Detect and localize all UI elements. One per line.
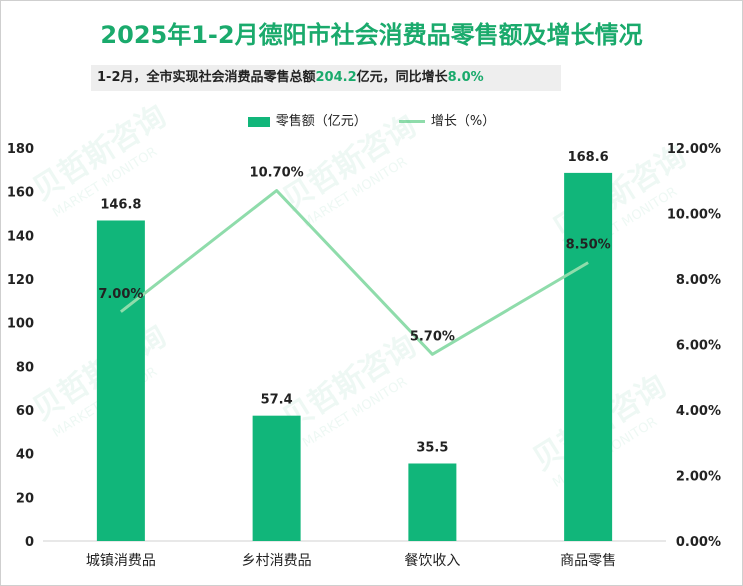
x-category-label: 乡村消费品 [242,553,312,569]
legend-line-swatch [398,120,425,123]
y-left-tick-label: 160 [7,186,34,201]
y-right-tick-label: 8.00% [676,273,721,288]
subtitle-prefix: 1-2月，全市实现社会消费品零售总额 [97,70,316,85]
y-left-tick-label: 20 [16,491,34,506]
y-right-tick-label: 12.00% [667,142,721,157]
bar [564,172,613,541]
x-category-label: 餐饮收入 [404,553,460,569]
growth-line [119,189,589,356]
bar-value-label: 35.5 [416,440,448,455]
legend-bar-swatch [247,116,270,127]
y-right-tick-label: 2.00% [676,470,721,485]
line-series [119,189,589,356]
y-left-tick-label: 80 [16,360,34,375]
legend-line-label: 增长（%） [430,114,496,129]
legend-bar-label: 零售额（亿元） [275,114,367,129]
subtitle-amount: 204.2 [315,70,357,85]
legend-item-bar: 零售额（亿元） [247,110,367,129]
y-right-tick-label: 10.00% [667,208,721,223]
bar [96,220,145,541]
y-left-tick-label: 180 [7,142,34,157]
y-left-tick-label: 120 [7,273,34,288]
line-value-label: 5.70% [410,329,455,344]
bar-value-label: 168.6 [568,150,609,165]
x-category-label: 城镇消费品 [86,553,156,569]
y-right-tick-label: 4.00% [676,404,721,419]
y-left-tick-label: 100 [7,317,34,332]
y-left-tick-label: 0 [25,535,34,550]
subtitle-mid: 亿元，同比增长 [356,70,448,85]
bar [408,463,457,541]
bar-value-label: 146.8 [100,197,141,212]
x-category-label: 商品零售 [560,553,616,569]
y-left-tick-label: 60 [16,404,34,419]
bar-series [96,172,613,541]
y-left-tick-label: 40 [16,448,34,463]
line-value-label: 7.00% [98,287,143,302]
data-labels: 146.8 57.4 35.5 168.6 7.00% 10.70% 5.70% 8.50% [98,150,610,456]
y-right-tick-label: 6.00% [676,339,721,354]
chart-title: 2025年1-2月德阳市社会消费品零售额及增长情况 [100,21,643,49]
legend-item-line: 增长（%） [398,110,496,129]
line-value-label: 8.50% [566,238,611,253]
bar-value-label: 57.4 [261,393,293,408]
y-left-tick-label: 140 [7,229,34,244]
axes: 0 20 40 60 80 100 120 140 160 180 0.00% 2.00% 4.00% 6… [7,142,721,569]
chart-legend: 零售额（亿元） 增长（%） [1,110,742,129]
y-right-tick-label: 0.00% [676,535,721,550]
chart-subtitle: 1-2月，全市实现社会消费品零售总额204.2亿元，同比增长8.0% [91,65,561,91]
bar [252,415,301,541]
subtitle-rate: 8.0% [447,70,484,85]
line-value-label: 10.70% [250,166,304,181]
